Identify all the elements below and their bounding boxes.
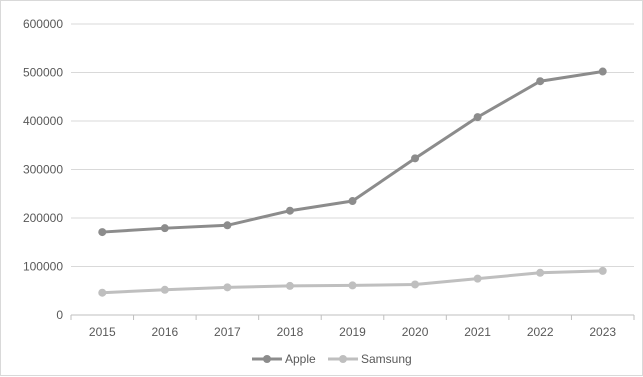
legend-label-apple: Apple [285, 352, 316, 366]
data-point-samsung [285, 281, 294, 290]
series-line-apple [100, 70, 605, 234]
data-point-apple [285, 206, 294, 215]
series-layer [98, 67, 607, 297]
x-tick-label: 2021 [464, 325, 491, 339]
data-point-apple [223, 221, 232, 230]
y-tick-label: 300000 [23, 163, 63, 177]
legend-marker-apple [263, 355, 271, 363]
y-tick-label: 600000 [23, 17, 63, 31]
data-point-samsung [473, 274, 482, 283]
x-tick-label: 2016 [151, 325, 178, 339]
y-tick-label: 0 [56, 308, 63, 322]
x-tick-label: 2015 [89, 325, 116, 339]
data-point-apple [536, 77, 545, 86]
legend-item-samsung: Samsung [328, 352, 412, 366]
x-tick-label: 2020 [402, 325, 429, 339]
y-tick-label: 100000 [23, 260, 63, 274]
data-point-apple [411, 154, 420, 163]
x-tick-label: 2019 [339, 325, 366, 339]
data-point-apple [348, 197, 357, 206]
legend: Apple Samsung [252, 352, 412, 366]
x-tick-label: 2023 [589, 325, 616, 339]
data-point-samsung [598, 266, 607, 275]
y-tick-label: 400000 [23, 114, 63, 128]
x-tick-label: 2022 [527, 325, 554, 339]
y-tick-label: 500000 [23, 66, 63, 80]
data-point-apple [598, 67, 607, 76]
gridlines [71, 23, 634, 316]
x-tick-label: 2018 [277, 325, 304, 339]
data-point-apple [160, 224, 169, 233]
legend-label-samsung: Samsung [361, 352, 412, 366]
data-point-samsung [348, 281, 357, 290]
axes: 0 100000 200000 300000 400000 500000 600000 201… [23, 17, 635, 339]
data-point-apple [473, 113, 482, 122]
data-point-apple [98, 228, 107, 237]
legend-item-apple: Apple [252, 352, 316, 366]
data-point-samsung [160, 285, 169, 294]
legend-marker-samsung [339, 355, 347, 363]
data-point-samsung [223, 283, 232, 292]
data-point-samsung [98, 288, 107, 297]
data-point-samsung [536, 268, 545, 277]
y-tick-label: 200000 [23, 211, 63, 225]
data-point-samsung [411, 280, 420, 289]
x-tick-label: 2017 [214, 325, 241, 339]
